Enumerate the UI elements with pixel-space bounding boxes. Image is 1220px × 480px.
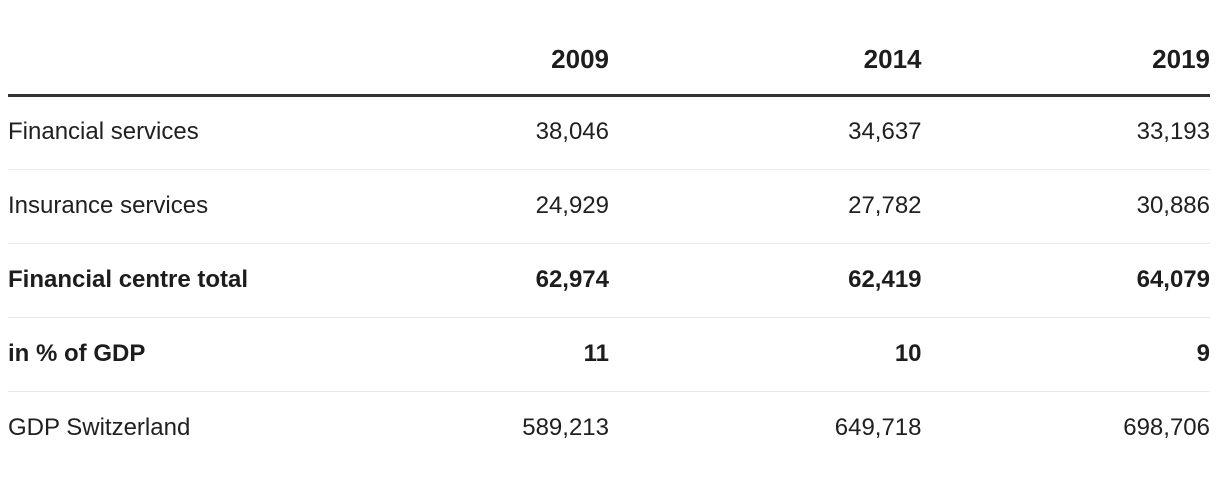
- row-label: Insurance services: [8, 169, 309, 244]
- cell-value: 24,929: [308, 169, 609, 244]
- table-row-insurance-services: Insurance services 24,929 27,782 30,886: [8, 169, 1210, 244]
- header-year-2014: 2014: [609, 0, 922, 97]
- cell-value: 64,079: [921, 243, 1210, 318]
- row-label: GDP Switzerland: [8, 414, 191, 442]
- row-label: Financial centre total: [8, 243, 309, 318]
- cell-value: 33,193: [921, 95, 1210, 170]
- cell-value: 30,886: [921, 169, 1210, 244]
- cell-value: 9: [921, 317, 1210, 392]
- header-year-2009: 2009: [308, 0, 609, 97]
- row-label: in % of GDP: [8, 317, 309, 392]
- table-row-gdp-switzerland: GDP Switzerland 589,213 649,718 698,706: [8, 391, 1210, 465]
- header-row: 2009 2014 2019: [8, 0, 1210, 97]
- cell-value: 649,718: [834, 414, 922, 442]
- cell-value: 38,046: [308, 95, 609, 170]
- header-year-2019: 2019: [921, 0, 1210, 97]
- cell-value: 27,782: [609, 169, 922, 244]
- table-row-financial-services: Financial services 38,046 34,637 33,193: [8, 95, 1210, 170]
- financial-centre-table: 2009 2014 2019 Financial services 38,046…: [8, 0, 1210, 465]
- cell-value: 34,637: [609, 95, 922, 170]
- cell-value: 10: [609, 317, 922, 392]
- cell-value: 589,213: [522, 414, 609, 442]
- table-row-financial-centre-total: Financial centre total 62,974 62,419 64,…: [8, 243, 1210, 318]
- row-label: Financial services: [8, 95, 309, 170]
- cell-value: 698,706: [1123, 414, 1210, 442]
- header-empty-cell: [8, 0, 309, 97]
- table-row-percent-of-gdp: in % of GDP 11 10 9: [8, 317, 1210, 392]
- cell-value: 62,974: [308, 243, 609, 318]
- cell-value: 11: [308, 317, 609, 392]
- table-body: Financial services 38,046 34,637 33,193 …: [8, 95, 1210, 465]
- cell-value: 62,419: [609, 243, 922, 318]
- table-header: 2009 2014 2019: [8, 0, 1210, 97]
